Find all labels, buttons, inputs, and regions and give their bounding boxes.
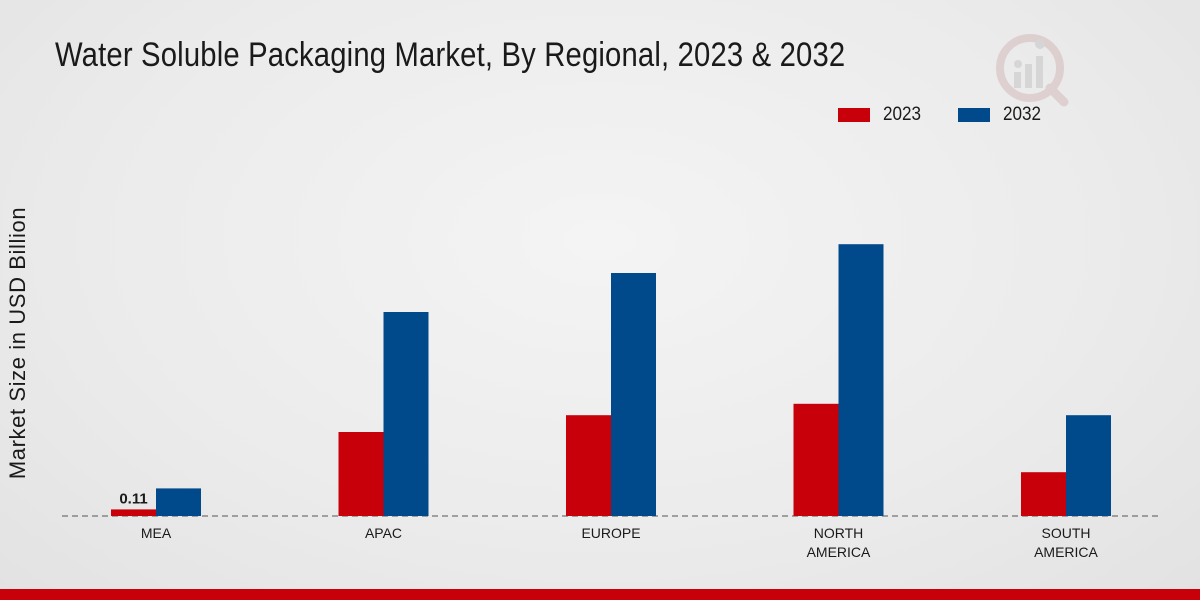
x-tick-label: APAC bbox=[365, 525, 402, 541]
x-tick-label: NORTH AMERICA bbox=[807, 525, 871, 560]
brand-logo-icon bbox=[996, 34, 1069, 107]
footer-bar bbox=[0, 589, 1200, 600]
bar-2032-north-america bbox=[838, 244, 884, 516]
legend-label-2023: 2023 bbox=[883, 104, 922, 125]
legend-item-2032: 2032 bbox=[958, 104, 1045, 126]
bar-2032-europe bbox=[611, 273, 656, 516]
data-label: 0.11 bbox=[119, 490, 147, 507]
x-tick-label: EUROPE bbox=[581, 525, 640, 541]
bar-2032-south-america bbox=[1066, 415, 1111, 516]
bar-2023-europe bbox=[566, 415, 611, 516]
bar-2023-south-america bbox=[1021, 472, 1066, 516]
bar-2023-north-america bbox=[793, 403, 839, 516]
legend-swatch-2023 bbox=[838, 108, 870, 122]
bar-2032-mea bbox=[156, 488, 201, 516]
bar-2023-apac bbox=[338, 432, 384, 516]
bar-2032-apac bbox=[383, 312, 429, 516]
x-tick-label: MEA bbox=[141, 525, 172, 541]
legend-label-2032: 2032 bbox=[1003, 104, 1042, 125]
bar-2023-mea bbox=[111, 509, 156, 516]
x-tick-label: SOUTH AMERICA bbox=[1034, 525, 1098, 560]
chart-title: Water Soluble Packaging Market, By Regio… bbox=[55, 36, 846, 74]
legend-swatch-2032 bbox=[958, 108, 990, 122]
legend-item-2023: 2023 bbox=[838, 104, 925, 126]
